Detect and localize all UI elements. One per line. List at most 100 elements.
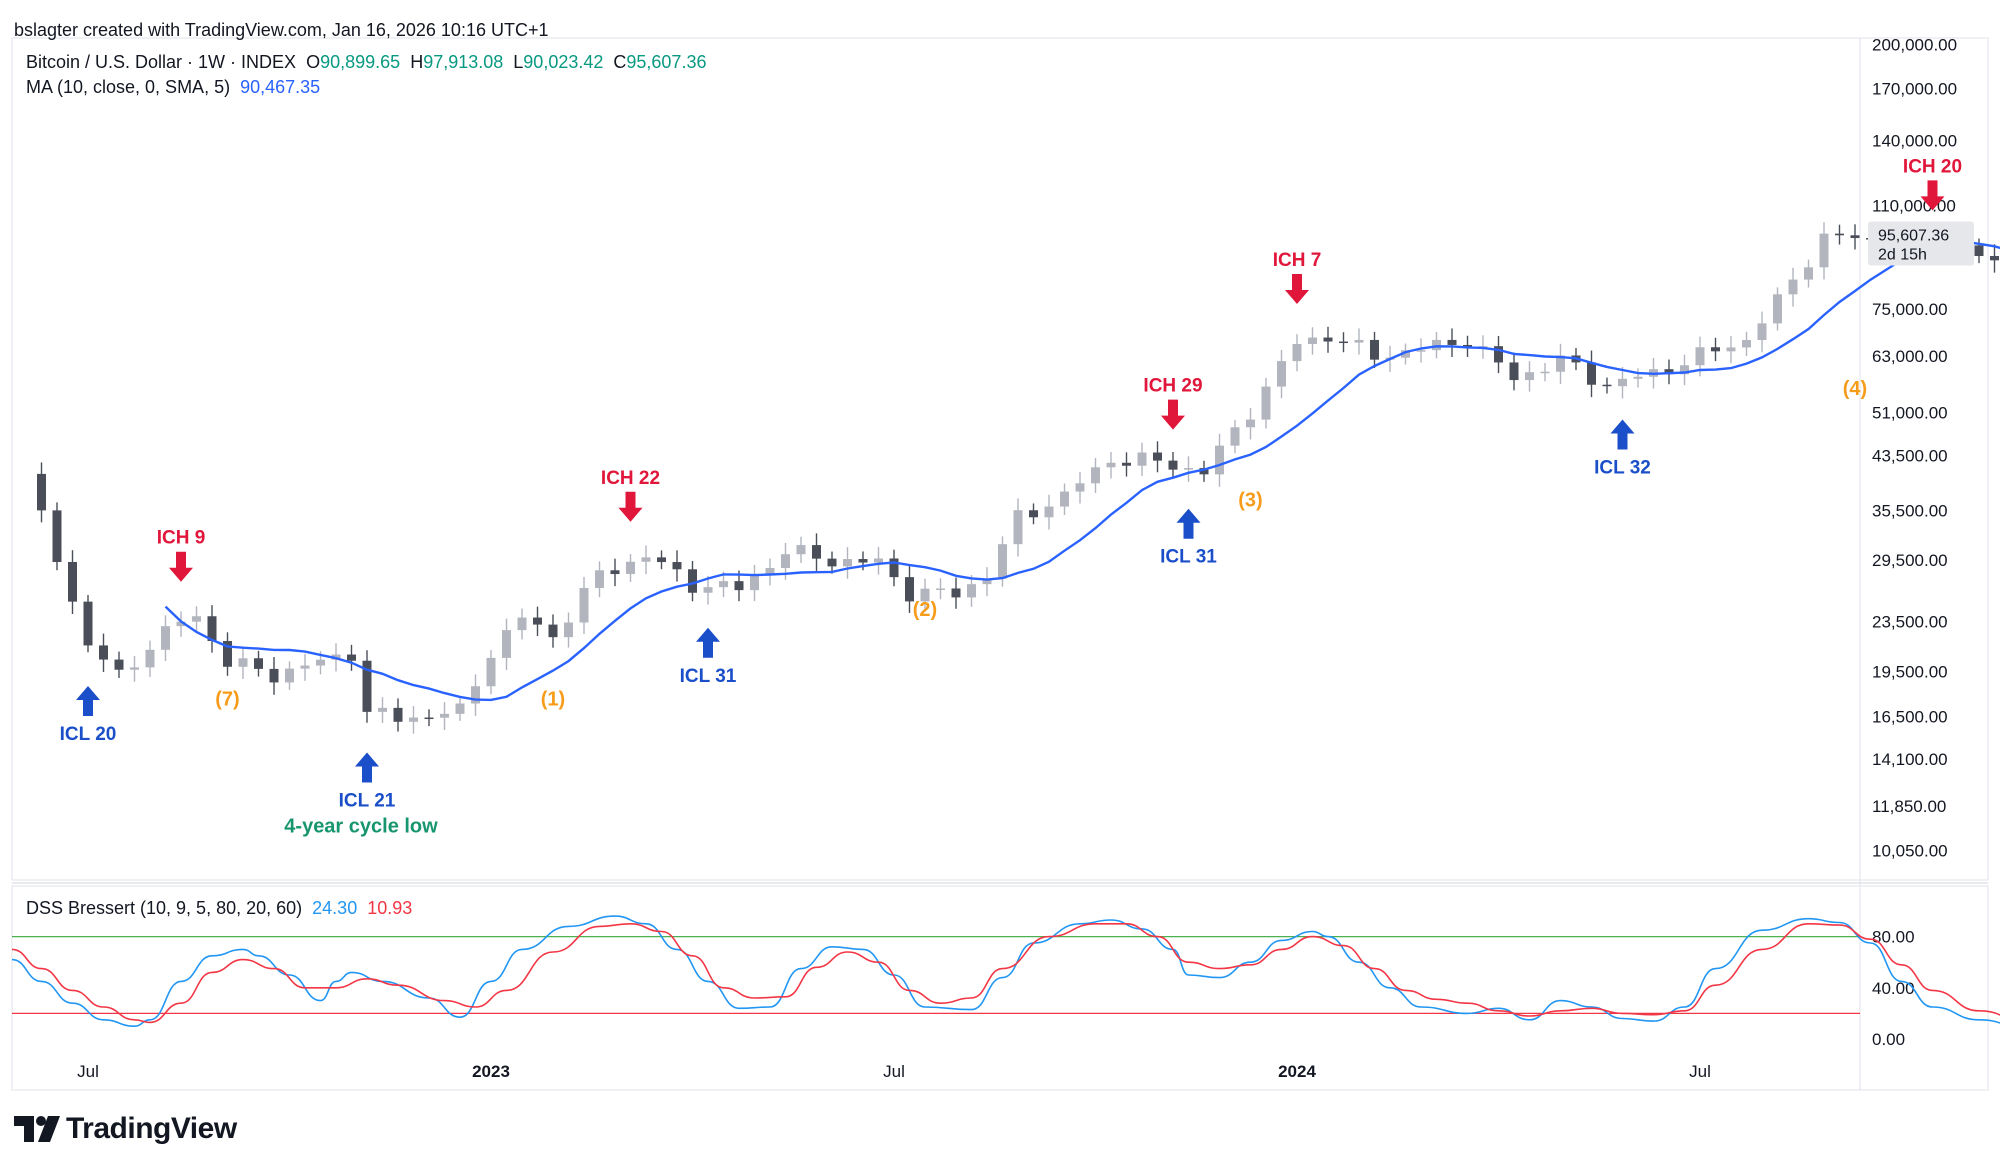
price-tag-value: 95,607.36: [1878, 228, 1949, 245]
candle-body: [564, 622, 573, 638]
candle-body: [641, 557, 651, 562]
candle-body: [920, 588, 930, 602]
ich-arrow-icon: [618, 491, 643, 522]
price-tick-label: 10,050.00: [1872, 841, 1948, 860]
time-tick-label: 2024: [1278, 1062, 1316, 1081]
candle-body: [471, 686, 480, 704]
candle-body: [610, 570, 620, 575]
ich-label: ICH 9: [157, 528, 206, 549]
dss-legend[interactable]: DSS Bressert (10, 9, 5, 80, 20, 60) 24.3…: [26, 898, 412, 919]
candle-body: [905, 577, 914, 602]
candle-body: [1060, 491, 1069, 507]
candle-body: [998, 544, 1007, 579]
candle-body: [1215, 445, 1224, 475]
ma-value: 90,467.35: [240, 77, 321, 97]
candle-body: [843, 559, 852, 567]
candle-body: [176, 621, 186, 627]
candle-body: [1323, 337, 1333, 342]
dss-panel: 80.00 40.00 0.00: [11, 915, 2000, 1049]
candle-body: [1633, 376, 1643, 379]
candle-body: [1695, 347, 1705, 366]
candle-body: [1540, 371, 1550, 374]
price-axis: 200,000.00 170,000.00 140,000.00 110,000.00…: [1872, 36, 1957, 861]
candle-body: [1370, 339, 1379, 360]
dss-fast-value: 24.30: [312, 898, 358, 918]
candle-body: [827, 558, 837, 567]
ma-legend[interactable]: MA (10, close, 0, SMA, 5) 90,467.35: [26, 77, 320, 98]
candle-body: [1447, 339, 1457, 345]
tradingview-logo-icon: [14, 1116, 60, 1142]
candle-body: [1804, 267, 1813, 280]
candle-body: [595, 570, 604, 588]
candle-body: [703, 587, 713, 593]
ohlc-legend[interactable]: Bitcoin / U.S. Dollar · 1W · INDEX O90,8…: [26, 52, 706, 73]
price-tick-label: 170,000.00: [1872, 79, 1957, 98]
candle-body: [1773, 294, 1782, 324]
price-tick-label: 11,850.00: [1872, 797, 1946, 816]
candle-body: [1990, 256, 1999, 261]
candle-body: [362, 660, 372, 712]
open-label: O: [306, 52, 321, 72]
candle-body: [440, 713, 449, 718]
wave-label: (3): [1238, 490, 1262, 512]
price-tick-label: 140,000.00: [1872, 132, 1957, 151]
candle-body: [874, 558, 883, 563]
candle-body: [517, 617, 527, 631]
ma-series: [164, 240, 2000, 702]
candle-body: [657, 557, 666, 563]
candle-body: [967, 584, 976, 598]
candle-body: [347, 654, 356, 661]
candle-body: [1153, 452, 1162, 461]
candle-body: [285, 668, 294, 683]
price-tick-label: 14,100.00: [1872, 750, 1948, 769]
price-pane-frame: [11, 37, 1989, 881]
candle-body: [1230, 427, 1240, 446]
candle-body: [502, 630, 511, 658]
candle-body: [114, 659, 124, 670]
candle-body: [626, 561, 635, 575]
tradingview-logo[interactable]: TradingView: [14, 1112, 237, 1146]
symbol-name: Bitcoin / U.S. Dollar · 1W · INDEX: [26, 52, 297, 72]
icl-label: ICL 31: [680, 666, 737, 687]
candle-body: [130, 667, 139, 670]
candle-body: [1664, 369, 1674, 375]
icl-arrow-icon: [76, 686, 100, 717]
candle-body: [579, 587, 589, 623]
dss-tick-label: 0.00: [1872, 1030, 1905, 1049]
ich-arrow-icon: [1285, 274, 1309, 305]
candle-body: [1401, 350, 1410, 358]
candle-body: [1277, 361, 1286, 387]
price-tick-label: 16,500.00: [1872, 708, 1948, 727]
high-value: 97,913.08: [423, 52, 504, 72]
candle-body: [1618, 378, 1627, 387]
candle-body: [533, 617, 542, 625]
candle-body: [1122, 462, 1131, 466]
candle-body: [1587, 362, 1596, 385]
candle-body: [1602, 384, 1612, 387]
candle-body: [1850, 235, 1860, 239]
candle-body: [269, 668, 279, 683]
candle-body: [1974, 245, 1984, 257]
low-value: 90,023.42: [523, 52, 604, 72]
annotations: ICL 20 ICH 9 ICL 21 4-year cycle low ICH 22 I…: [60, 156, 1962, 837]
icl-label: ICL 20: [60, 724, 117, 745]
candle-body: [161, 626, 170, 650]
candle-body: [1556, 355, 1565, 372]
candle-body: [1308, 337, 1317, 344]
low-label: L: [513, 52, 524, 72]
candle-body: [781, 554, 790, 568]
candle-body: [393, 707, 403, 722]
candle-body: [1339, 341, 1348, 344]
candle-body: [889, 558, 899, 578]
candle-body: [765, 567, 775, 576]
ich-label: ICH 7: [1273, 250, 1322, 271]
ich-arrow-icon: [169, 551, 193, 582]
candle-body: [192, 616, 201, 622]
candle-body: [1199, 468, 1209, 475]
icl-arrow-icon: [696, 627, 720, 658]
price-tick-label: 23,500.00: [1872, 612, 1948, 631]
ich-label: ICH 29: [1143, 376, 1202, 397]
price-tick-label: 75,000.00: [1872, 300, 1948, 319]
